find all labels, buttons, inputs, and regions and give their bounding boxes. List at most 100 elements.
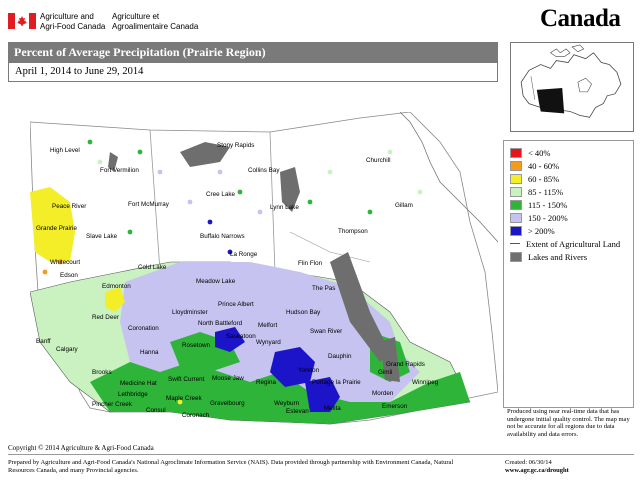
canada-inset-map xyxy=(510,42,634,132)
legend-item: 150 - 200% xyxy=(510,212,568,223)
legend-label: < 40% xyxy=(528,147,551,158)
legend-item: > 200% xyxy=(510,225,555,236)
city-label: Dauphin xyxy=(328,353,352,360)
city-label: Hudson Bay xyxy=(286,309,321,316)
city-label: Estevan xyxy=(286,408,309,415)
footer-divider xyxy=(8,454,634,455)
city-label: Swift Current xyxy=(168,376,205,383)
legend-label: > 200% xyxy=(528,225,555,236)
city-label: Wynyard xyxy=(256,339,281,346)
city-label: Saskatoon xyxy=(226,333,256,340)
legend: < 40% 40 - 60% 60 - 85% 85 - 115% 115 - … xyxy=(503,140,634,408)
dept-fr-line1: Agriculture et xyxy=(112,12,160,21)
precipitation-map: High Level Fort Vermilion Peace River Gr… xyxy=(30,112,498,425)
city-label: Morden xyxy=(372,390,394,397)
legend-label: Extent of Agricultural Land xyxy=(526,238,621,249)
canada-flag-icon xyxy=(8,13,36,29)
map-title: Percent of Average Precipitation (Prairi… xyxy=(8,42,498,62)
city-label: Grande Prairie xyxy=(36,225,77,232)
city-label: Grand Rapids xyxy=(386,361,425,368)
city-label: Consul xyxy=(146,407,166,414)
city-label: Prince Albert xyxy=(218,301,254,308)
city-label: Swan River xyxy=(310,328,342,335)
city-label: Lynn Lake xyxy=(270,204,299,211)
legend-label: Lakes and Rivers xyxy=(528,251,588,262)
city-label: Hanna xyxy=(140,349,159,356)
city-label: Rosetown xyxy=(182,342,210,349)
city-label: Fort McMurray xyxy=(128,201,170,208)
legend-label: 85 - 115% xyxy=(528,186,564,197)
city-label: Meadow Lake xyxy=(196,278,236,285)
legend-item-agri-extent: Extent of Agricultural Land xyxy=(510,238,620,249)
city-label: Gravelbourg xyxy=(210,400,245,407)
legend-item: < 40% xyxy=(510,147,551,158)
footer-note: Prepared by Agriculture and Agri-Food Ca… xyxy=(8,459,454,474)
city-label: Pincher Creek xyxy=(92,401,133,408)
city-label: Medicine Hat xyxy=(120,380,157,387)
legend-swatch xyxy=(510,173,522,184)
city-label: Lethbridge xyxy=(118,391,148,398)
legend-swatch xyxy=(510,212,522,223)
city-label: Churchill xyxy=(366,157,391,164)
city-label: Lloydminster xyxy=(172,309,208,316)
city-label: Thompson xyxy=(338,228,368,235)
legend-swatch xyxy=(510,199,522,210)
city-label: Emerson xyxy=(382,403,408,410)
city-label: Whitecourt xyxy=(50,259,80,266)
legend-swatch xyxy=(510,186,522,197)
city-label: Melfort xyxy=(258,322,277,329)
city-label: Portage la Prairie xyxy=(312,379,361,386)
legend-swatch xyxy=(510,225,522,236)
city-label: Edson xyxy=(60,272,78,279)
city-label: Cree Lake xyxy=(206,191,236,198)
city-label: Weyburn xyxy=(274,400,300,407)
city-label: Stony Rapids xyxy=(217,142,254,149)
city-label: Regina xyxy=(256,379,276,386)
city-label: Yorkton xyxy=(298,367,320,374)
station-dots xyxy=(42,139,423,405)
legend-line xyxy=(510,243,520,244)
city-label: La Ronge xyxy=(230,251,258,258)
city-label: Buffalo Narrows xyxy=(200,233,245,240)
city-label: Moose Jaw xyxy=(212,375,244,382)
city-label: Gillam xyxy=(395,202,413,209)
dept-en-line2: Agri-Food Canada xyxy=(40,22,106,31)
disclaimer: Produced using near real-time data that … xyxy=(507,408,630,438)
city-label: Brooks xyxy=(92,369,112,376)
city-labels: High Level Fort Vermilion Peace River Gr… xyxy=(36,142,439,419)
city-label: Banff xyxy=(36,338,51,345)
city-label: Slave Lake xyxy=(86,233,118,240)
city-label: Winnipeg xyxy=(412,379,439,386)
city-label: Maple Creek xyxy=(166,395,203,402)
legend-item: 115 - 150% xyxy=(510,199,567,210)
legend-item: 60 - 85% xyxy=(510,173,559,184)
department-name-fr: Agriculture et Agroalimentaire Canada xyxy=(112,12,198,32)
city-label: Coronation xyxy=(128,325,159,332)
city-label: Calgary xyxy=(56,346,79,353)
city-label: The Pas xyxy=(312,285,335,292)
city-label: Red Deer xyxy=(92,314,119,321)
legend-item-lakes: Lakes and Rivers xyxy=(510,251,587,262)
legend-item: 85 - 115% xyxy=(510,186,563,197)
city-label: Collins Bay xyxy=(248,167,280,174)
date-range: April 1, 2014 to June 29, 2014 xyxy=(8,62,498,82)
legend-item: 40 - 60% xyxy=(510,160,559,171)
city-label: Edmonton xyxy=(102,283,131,290)
department-name-en: Agriculture and Agri-Food Canada xyxy=(40,12,105,32)
canada-wordmark: Canada xyxy=(540,5,621,32)
site-url[interactable]: www.agr.gc.ca/drought xyxy=(505,467,569,474)
city-label: Melita xyxy=(324,405,341,412)
created-date: Created: 06/30/14 xyxy=(505,459,552,466)
city-label: Flin Flon xyxy=(298,260,323,267)
city-label: Peace River xyxy=(52,203,86,210)
legend-swatch xyxy=(510,251,522,262)
city-label: Gimli xyxy=(378,369,392,376)
city-label: Coronach xyxy=(182,412,210,419)
dept-fr-line2: Agroalimentaire Canada xyxy=(112,22,199,31)
city-label: High Level xyxy=(50,147,80,154)
city-label: Fort Vermilion xyxy=(100,167,139,174)
copyright: Copyright © 2014 Agriculture & Agri-Food… xyxy=(8,444,154,452)
dept-en-line1: Agriculture and xyxy=(40,12,94,21)
legend-label: 60 - 85% xyxy=(528,173,560,184)
legend-swatch xyxy=(510,147,522,158)
